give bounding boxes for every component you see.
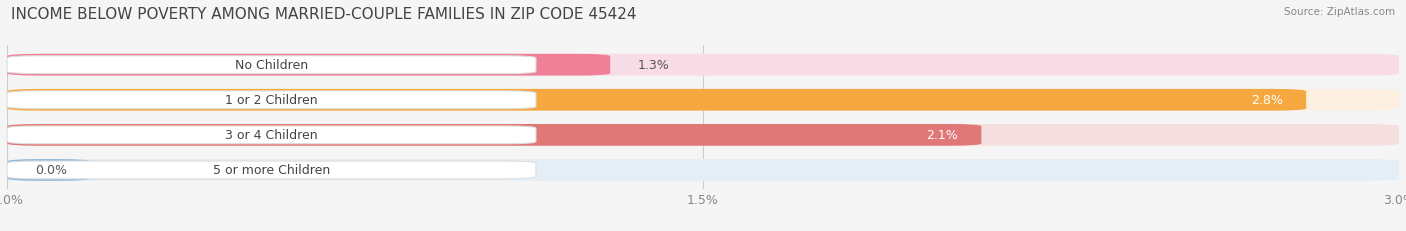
FancyBboxPatch shape <box>7 161 536 179</box>
FancyBboxPatch shape <box>7 126 536 144</box>
Text: 3 or 4 Children: 3 or 4 Children <box>225 129 318 142</box>
FancyBboxPatch shape <box>7 90 1306 111</box>
Text: 2.1%: 2.1% <box>927 129 959 142</box>
FancyBboxPatch shape <box>7 55 1399 76</box>
FancyBboxPatch shape <box>7 91 536 109</box>
Text: 0.0%: 0.0% <box>35 164 67 177</box>
FancyBboxPatch shape <box>7 55 610 76</box>
Text: Source: ZipAtlas.com: Source: ZipAtlas.com <box>1284 7 1395 17</box>
FancyBboxPatch shape <box>7 57 536 74</box>
Text: No Children: No Children <box>235 59 308 72</box>
FancyBboxPatch shape <box>7 159 90 181</box>
Text: 1 or 2 Children: 1 or 2 Children <box>225 94 318 107</box>
Text: 1.3%: 1.3% <box>638 59 669 72</box>
FancyBboxPatch shape <box>7 125 981 146</box>
Text: INCOME BELOW POVERTY AMONG MARRIED-COUPLE FAMILIES IN ZIP CODE 45424: INCOME BELOW POVERTY AMONG MARRIED-COUPL… <box>11 7 637 22</box>
FancyBboxPatch shape <box>7 90 1399 111</box>
FancyBboxPatch shape <box>7 125 1399 146</box>
FancyBboxPatch shape <box>7 159 1399 181</box>
Text: 5 or more Children: 5 or more Children <box>212 164 330 177</box>
Text: 2.8%: 2.8% <box>1251 94 1284 107</box>
